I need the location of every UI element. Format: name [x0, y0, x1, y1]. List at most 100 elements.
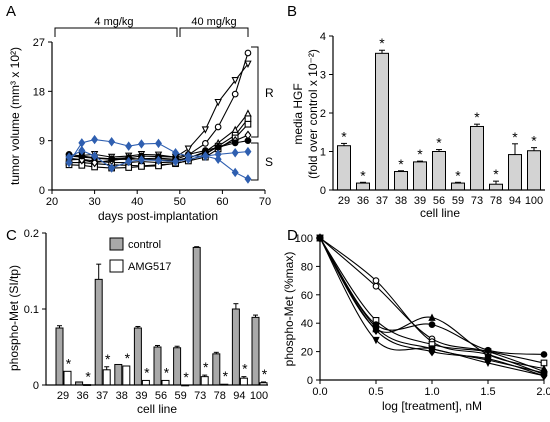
panel-d-x-tick-label: 0.0	[312, 386, 327, 398]
panel-b-bar	[451, 182, 465, 191]
panel-c-significance-star: *	[203, 359, 209, 375]
panel-b-significance-star: *	[493, 166, 499, 182]
panel-c-significance-star: *	[125, 350, 131, 366]
panel-b-significance-star: *	[531, 133, 537, 149]
panel-a-data-point	[231, 167, 239, 178]
panel-c-significance-star: *	[183, 369, 189, 385]
panel-a-series	[65, 49, 252, 184]
panel-a-data-point	[201, 151, 209, 161]
panel-a-data-point	[91, 134, 99, 145]
panel-a-data-point	[65, 152, 73, 162]
panel-b-x-tick-label: 29	[338, 195, 350, 207]
panel-b-bars: * * * * * * * * * * *	[337, 35, 541, 191]
panel-a-data-point	[244, 120, 252, 128]
panel-a-data-point	[231, 139, 239, 147]
panel-b-x-tick-label: 59	[452, 195, 464, 207]
panel-b-y-label-line2: (fold over control x 10⁻²)	[306, 49, 320, 179]
panel-b-significance-star: *	[512, 129, 518, 145]
panel-d-data-point	[428, 313, 436, 321]
panel-a-data-point	[244, 174, 252, 184]
panel-a-y-tick-label: 0	[39, 185, 45, 197]
panel-b-significance-star: *	[398, 156, 404, 172]
panel-b-bar	[489, 183, 503, 191]
panel-c: C * * * * * * * * * * * 0 0.1 0.2 29 36 37 38 39 56 59 73 78…	[6, 227, 268, 416]
panel-c-bar-control	[212, 353, 221, 386]
panel-b-x-label: cell line	[420, 206, 460, 220]
panel-a-data-point	[108, 137, 116, 147]
panel-b-y-tick-label: 1	[320, 147, 326, 159]
panel-b-bar	[356, 182, 370, 191]
panel-a-x-tick-label: 70	[259, 196, 271, 208]
panel-c-significance-star: *	[242, 361, 248, 377]
panel-a-data-point	[244, 137, 252, 145]
panel-a-x-label: days post-implantation	[98, 209, 218, 223]
panel-c-bar-control	[133, 327, 142, 386]
panel-c-x-tick-label: 29	[57, 390, 69, 402]
panel-c-bar-amg517	[102, 369, 111, 386]
panel-a-x-tick-label: 30	[88, 196, 100, 208]
panel-a-y-tick-label: 27	[33, 37, 45, 49]
panel-a-y-label: tumor volume (mm³ x 10²)	[8, 47, 22, 185]
panel-b-x-ticks: 29 36 37 38 39 56 59 73 78 94 100	[338, 195, 543, 207]
panel-c-x-ticks: 29 36 37 38 39 56 59 73 78 94 100	[57, 390, 268, 402]
panel-b-x-tick-label: 100	[525, 195, 543, 207]
panel-b-significance-star: *	[455, 167, 461, 183]
panel-c-x-tick-label: 36	[76, 390, 88, 402]
panel-c-significance-star: *	[85, 369, 91, 385]
group-s-label: S	[265, 155, 273, 169]
panel-a-data-point	[202, 140, 209, 147]
panel-a-data-point	[172, 147, 180, 158]
panel-b-y-tick-label: 3	[320, 70, 326, 82]
panel-d-fit-curve	[319, 237, 545, 374]
panel-c-x-label: cell line	[137, 402, 177, 416]
panel-a-data-point	[244, 115, 252, 123]
panel-c-significance-star: *	[105, 351, 111, 367]
panel-d-y-tick-label: 80	[301, 261, 313, 273]
panel-c-significance-star: *	[66, 355, 72, 371]
panel-c-x-tick-label: 94	[233, 390, 245, 402]
panel-b-bar	[432, 151, 446, 191]
panel-c-y-tick-label: 0	[33, 380, 39, 392]
legend-label-amg517: AMG517	[128, 261, 171, 273]
panel-c-bar-amg517	[63, 370, 72, 386]
panel-a-y-tick-label: 9	[39, 136, 45, 148]
dose-high-bracket	[179, 27, 249, 37]
panel-a-x-tick-label: 20	[46, 196, 58, 208]
panel-d-data-point	[540, 351, 548, 358]
panel-a-x-tick-label: 60	[216, 196, 228, 208]
panel-a-data-point	[137, 139, 145, 149]
dose-high-label: 40 mg/kg	[191, 16, 236, 28]
panel-d-curves	[316, 233, 548, 381]
panel-c-x-tick-label: 73	[194, 390, 206, 402]
panel-c-significance-star: *	[262, 366, 268, 382]
panel-label-a: A	[6, 3, 16, 20]
panel-a-data-point	[231, 90, 239, 98]
panel-c-bar-control	[173, 347, 182, 386]
panel-c-significance-star: *	[144, 364, 150, 380]
panel-c-bar-control	[55, 327, 64, 386]
panel-c-y-ticks: 0 0.1 0.2	[24, 228, 46, 392]
panel-d-x-tick-label: 1.5	[480, 386, 495, 398]
panel-b-x-tick-label: 39	[414, 195, 426, 207]
panel-a-data-point	[244, 60, 252, 68]
panel-c-bar-amg517	[122, 365, 131, 386]
panel-b-x-tick-label: 56	[433, 195, 445, 207]
panel-d-fit-curve	[319, 237, 545, 370]
panel-a-data-point	[214, 143, 222, 151]
panel-d-data-point	[372, 324, 380, 331]
dose-low-bracket	[54, 27, 178, 37]
panel-c-bar-amg517	[239, 377, 248, 386]
panel-d-y-tick-label: 40	[301, 318, 313, 330]
panel-c-significance-star: *	[164, 364, 170, 380]
panel-d-y-tick-label: 100	[295, 233, 313, 245]
panel-label-c: C	[6, 227, 17, 244]
panel-a-data-point	[231, 147, 239, 158]
panel-d-y-tick-label: 0	[307, 375, 313, 387]
panel-b-significance-star: *	[474, 109, 480, 125]
panel-b-x-tick-label: 38	[395, 195, 407, 207]
panel-c-x-tick-label: 37	[96, 390, 108, 402]
panel-b-y-label-line1: media HGF	[291, 83, 305, 144]
panel-d-data-point	[484, 359, 492, 367]
panel-d-data-point	[372, 277, 380, 284]
panel-d-data-point	[428, 321, 436, 328]
